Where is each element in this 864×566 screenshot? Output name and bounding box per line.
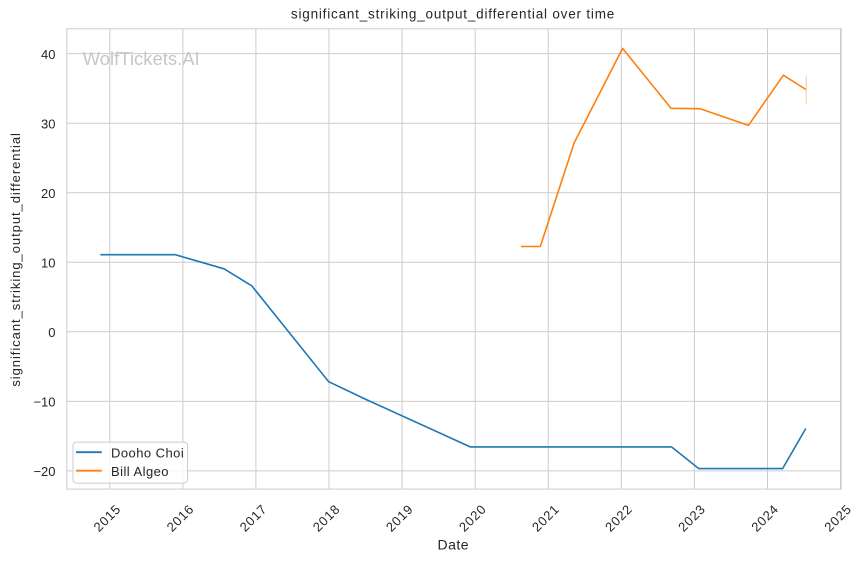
svg-text:significant_striking_output_di: significant_striking_output_differential…: [291, 6, 615, 21]
svg-text:Date: Date: [438, 536, 470, 552]
svg-text:10: 10: [41, 256, 55, 271]
svg-text:30: 30: [41, 117, 55, 132]
svg-text:20: 20: [41, 186, 55, 201]
svg-text:−10: −10: [33, 395, 55, 410]
svg-text:40: 40: [41, 47, 55, 62]
svg-text:Bill Algeo: Bill Algeo: [111, 464, 169, 479]
svg-text:−20: −20: [33, 464, 55, 479]
svg-text:Dooho Choi: Dooho Choi: [111, 446, 184, 461]
svg-text:WolfTickets.AI: WolfTickets.AI: [83, 48, 200, 69]
svg-text:0: 0: [48, 325, 55, 340]
svg-text:significant_striking_output_di: significant_striking_output_differential: [8, 132, 23, 387]
